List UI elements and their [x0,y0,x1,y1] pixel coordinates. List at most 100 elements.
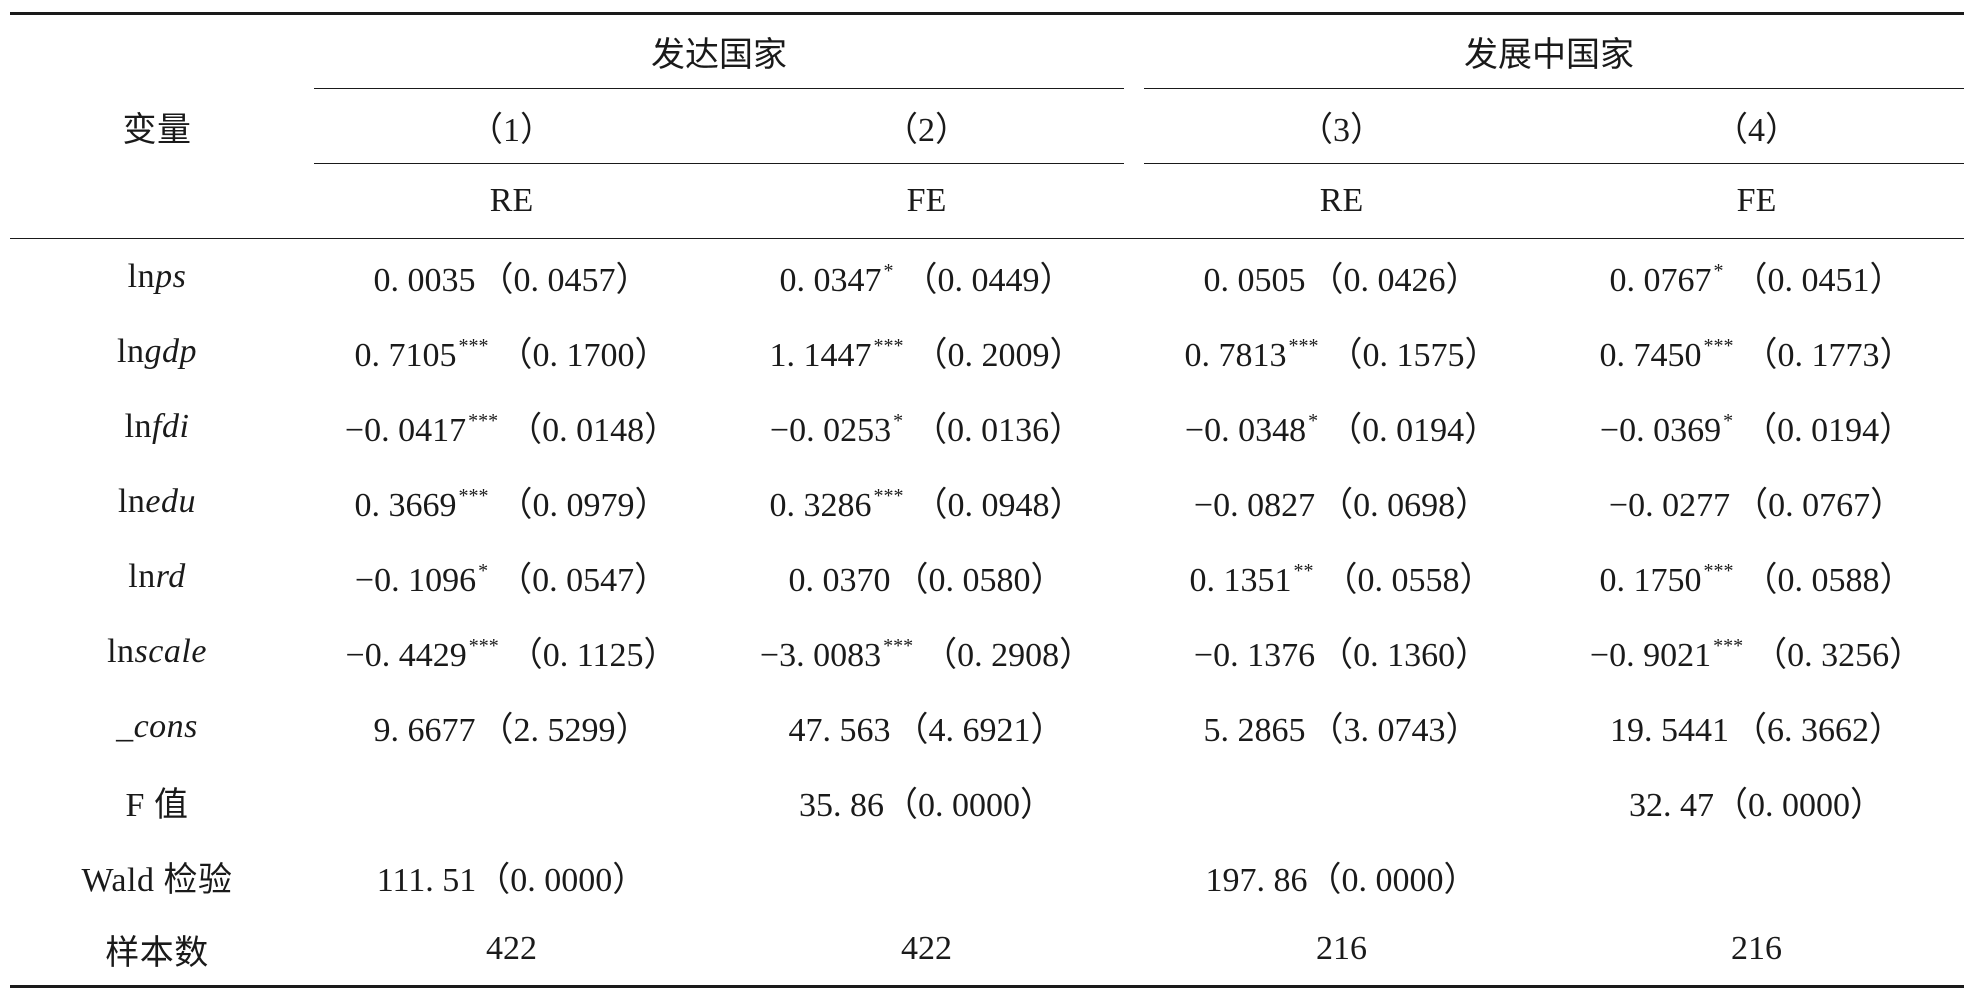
table-row: lnedu 0. 3669 *** （0. 0979） 0. 3286 *** （0. 09… [10,464,1964,539]
coefficient-value: −0. 9021 [1589,637,1712,674]
coefficient-cell: 9. 6677 （2. 5299） [304,689,719,764]
variable-name: lngdp [10,314,304,389]
standard-error: （2. 5299） [479,712,650,749]
group-rule-developed [314,87,1124,89]
model-label-2: FE [719,163,1134,239]
variable-name: lnps [10,239,304,314]
standard-error: （0. 1125） [508,637,678,674]
standard-error: （0. 0194） [1743,412,1914,449]
variable-prefix: ln [117,332,145,370]
standard-error: （0. 0698） [1319,487,1490,524]
coefficient-cell: 0. 0035 （0. 0457） [304,239,719,314]
significance-stars: * [1723,410,1734,432]
variable-prefix: ln [127,257,156,295]
coefficient-value: 0. 1750 [1599,562,1702,599]
model-label-3: RE [1134,163,1549,239]
variable-name: lnscale [10,614,304,689]
variable-suffix: ps [155,257,187,295]
coefficient-value: 47. 563 [788,712,891,749]
coefficient-cell: −0. 1096 * （0. 0547） [304,539,719,614]
stat-value [1134,764,1549,839]
column-number-rule-right [1144,162,1964,164]
variable-name: lnfdi [10,389,304,464]
significance-stars: * [478,560,489,582]
coefficient-cell: 0. 0767 * （0. 0451） [1549,239,1964,314]
significance-stars: *** [1288,335,1319,357]
column-number-4: （4） [1714,111,1799,149]
significance-stars: * [1308,410,1319,432]
stat-value: 197. 86（0. 0000） [1205,862,1478,899]
coefficient-cell: 0. 7105 *** （0. 1700） [304,314,719,389]
coefficient-cell: −3. 0083 *** （0. 2908） [719,614,1134,689]
standard-error: （0. 1575） [1328,337,1499,374]
coefficient-value: 0. 0347 [779,262,882,299]
significance-stars: *** [1703,335,1734,357]
coefficient-cell: 0. 3286 *** （0. 0948） [719,464,1134,539]
coefficient-value: −0. 0827 [1193,487,1316,524]
standard-error: （0. 0767） [1734,487,1905,524]
coefficient-cell: −0. 0277 （0. 0767） [1549,464,1964,539]
significance-stars: * [883,260,894,282]
coefficient-value: −0. 0253 [769,412,892,449]
coefficient-cell: 1. 1447 *** （0. 2009） [719,314,1134,389]
coefficient-value: −0. 1096 [354,562,477,599]
standard-error: （0. 2009） [913,337,1084,374]
variable-suffix: _cons [116,707,198,745]
coefficient-rows: lnps 0. 0035 （0. 0457） 0. 0347 * （0. 0449） 0. … [10,239,1964,764]
table-row: lnfdi −0. 0417 *** （0. 0148） −0. 0253 * （0. 01… [10,389,1964,464]
significance-stars: *** [468,635,499,657]
standard-error: （0. 0426） [1309,262,1480,299]
coefficient-cell: −0. 0348 * （0. 0194） [1134,389,1549,464]
significance-stars: *** [1703,560,1734,582]
stat-label: 样本数 [10,914,304,988]
standard-error: （0. 0580） [894,562,1065,599]
header-divider [10,238,1964,239]
coefficient-cell: 47. 563 （4. 6921） [719,689,1134,764]
variable-suffix: scale [134,632,207,670]
coefficient-cell: −0. 0253 * （0. 0136） [719,389,1134,464]
column-number-group-left: （1） （2） [304,89,1134,164]
coefficient-value: 9. 6677 [373,712,476,749]
coefficient-cell: −0. 0417 *** （0. 0148） [304,389,719,464]
coefficient-value: 0. 0505 [1203,262,1306,299]
variable-name: _cons [10,689,304,764]
significance-stars: *** [873,335,904,357]
variable-prefix: ln [128,557,156,595]
coefficient-value: −0. 4429 [345,637,467,674]
standard-error: （0. 1360） [1319,637,1490,674]
coefficient-value: 0. 0035 [373,262,476,299]
variable-prefix: ln [124,407,153,445]
coefficient-cell: 5. 2865 （3. 0743） [1134,689,1549,764]
coefficient-cell: 19. 5441 （6. 3662） [1549,689,1964,764]
coefficient-cell: −0. 0369 * （0. 0194） [1549,389,1964,464]
coefficient-cell: −0. 9021 *** （0. 3256） [1549,614,1964,689]
stat-value: 35. 86（0. 0000） [799,787,1054,824]
coefficient-cell: 0. 1750 *** （0. 0588） [1549,539,1964,614]
coefficient-value: −0. 1376 [1193,637,1316,674]
coefficient-value: 19. 5441 [1610,712,1729,749]
coefficient-value: 0. 3669 [354,487,457,524]
coefficient-cell: 0. 7813 *** （0. 1575） [1134,314,1549,389]
standard-error: （0. 0136） [913,412,1084,449]
coefficient-value: −0. 0369 [1599,412,1722,449]
stat-value [304,764,719,839]
group-header-developed-label: 发达国家 [651,37,787,75]
coefficient-cell: −0. 0827 （0. 0698） [1134,464,1549,539]
coefficient-value: 1. 1447 [769,337,872,374]
model-label-4: FE [1549,163,1964,239]
standard-error: （6. 3662） [1733,712,1903,749]
column-number-1: （1） [469,111,554,149]
coefficient-cell: 0. 1351 ** （0. 0558） [1134,539,1549,614]
coefficient-value: −3. 0083 [759,637,882,674]
significance-stars: * [893,410,904,432]
column-number-group-right: （3） （4） [1134,89,1964,164]
standard-error: （0. 3256） [1753,637,1924,674]
coefficient-cell: 0. 3669 *** （0. 0979） [304,464,719,539]
coefficient-value: 5. 2865 [1203,712,1306,749]
variable-suffix: gdp [144,332,197,370]
table-row: lnscale −0. 4429 *** （0. 1125） −3. 0083 *** （0… [10,614,1964,689]
regression-table: 变量 发达国家 发展中国家 （1） （2） [10,12,1964,988]
significance-stars: *** [458,485,489,507]
coefficient-value: 0. 1351 [1189,562,1292,599]
